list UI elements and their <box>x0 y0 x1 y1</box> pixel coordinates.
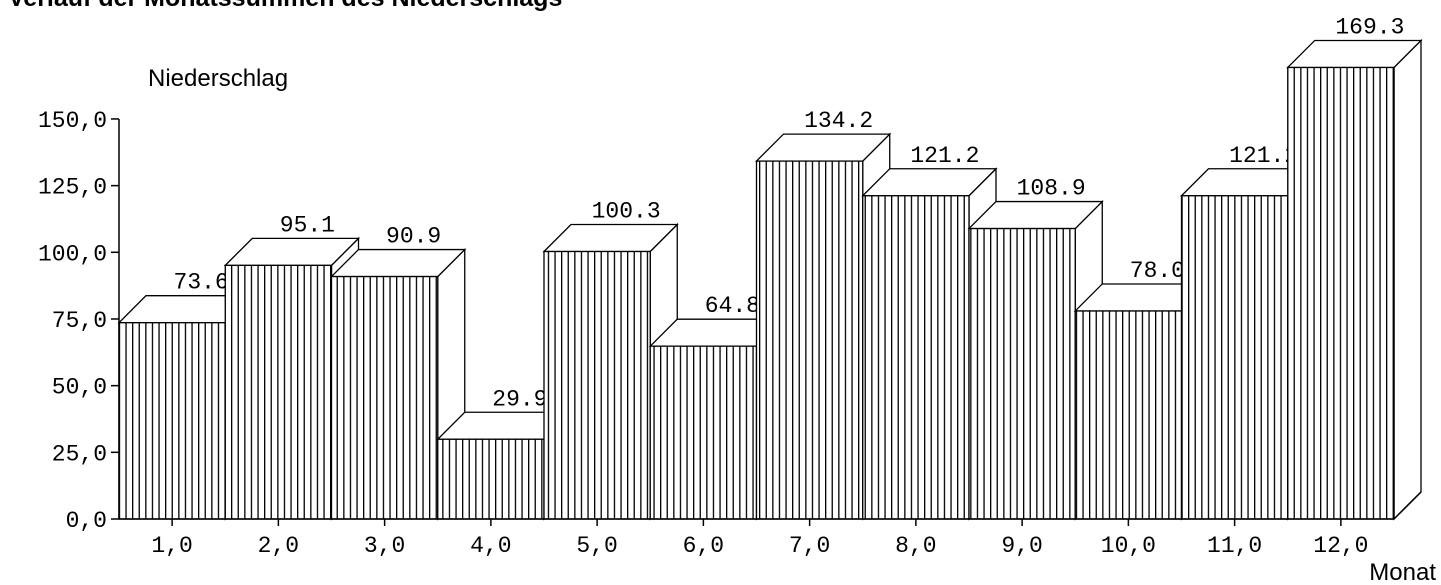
y-tick-label: 100,0 <box>38 241 107 267</box>
bar-face <box>1074 310 1183 520</box>
data-label: 134.2 <box>804 108 873 134</box>
data-label: 73.6 <box>174 270 229 296</box>
y-tick-label: 25,0 <box>52 441 107 467</box>
y-tick-label: 0,0 <box>66 508 107 534</box>
x-axis-depth-line <box>1393 491 1422 520</box>
y-axis: 0,0 25,0 50,0 75,0 100,0 125,0 150,0 <box>38 108 120 534</box>
x-tick-label: 10,0 <box>1101 533 1156 559</box>
bar-face <box>649 345 758 520</box>
x-tick-label: 3,0 <box>364 533 405 559</box>
data-label: 121.2 <box>910 143 979 169</box>
y-tick-label: 125,0 <box>38 175 107 201</box>
y-tick-label: 50,0 <box>52 375 107 401</box>
data-label: 108.9 <box>1017 176 1086 202</box>
bar-face <box>437 438 545 520</box>
x-tick-label: 8,0 <box>895 533 936 559</box>
x-tick-label: 1,0 <box>151 533 192 559</box>
y-axis-label: Niederschlag <box>148 65 288 92</box>
bars-group: 73.6 95.1 90.9 29.9 100.3 64.8 134.2 121.2 108.9… <box>117 14 1423 521</box>
data-label: 29.9 <box>492 386 547 412</box>
y-tick-label: 150,0 <box>38 108 107 134</box>
y-tick-label: 75,0 <box>52 308 107 334</box>
bar-face <box>224 264 333 520</box>
x-tick-label: 12,0 <box>1313 533 1368 559</box>
bar-face <box>118 322 226 520</box>
bar-face <box>1180 195 1289 520</box>
x-tick-label: 4,0 <box>470 533 511 559</box>
data-label: 64.8 <box>705 293 760 319</box>
x-axis: 1,0 2,0 3,0 4,0 5,0 6,0 7,0 8,0 9,0 10,0 11,0 12,0 <box>119 491 1422 559</box>
data-label: 78.0 <box>1130 258 1185 284</box>
x-tick-label: 5,0 <box>576 533 617 559</box>
data-label: 95.1 <box>280 212 335 238</box>
x-tick-label: 7,0 <box>789 533 830 559</box>
data-label: 90.9 <box>386 224 441 250</box>
data-label: 169.3 <box>1335 14 1404 40</box>
bar-face <box>755 160 864 520</box>
bar-face <box>543 250 651 520</box>
data-label: 100.3 <box>592 198 661 224</box>
x-tick-label: 11,0 <box>1207 533 1262 559</box>
x-tick-label: 9,0 <box>1001 533 1042 559</box>
bar-side <box>1393 38 1422 521</box>
bar-face <box>862 195 970 520</box>
bar-face <box>330 275 439 520</box>
x-tick-label: 6,0 <box>683 533 724 559</box>
x-axis-label: Monat <box>1369 559 1436 585</box>
chart-title: Verlauf der Monatssummen des Niederschla… <box>8 0 562 12</box>
bar-face <box>1287 66 1395 520</box>
x-tick-label: 2,0 <box>258 533 299 559</box>
bar-12: 169.3 <box>1286 14 1423 521</box>
data-label: 121.2 <box>1229 143 1298 169</box>
bar-face <box>968 227 1076 520</box>
